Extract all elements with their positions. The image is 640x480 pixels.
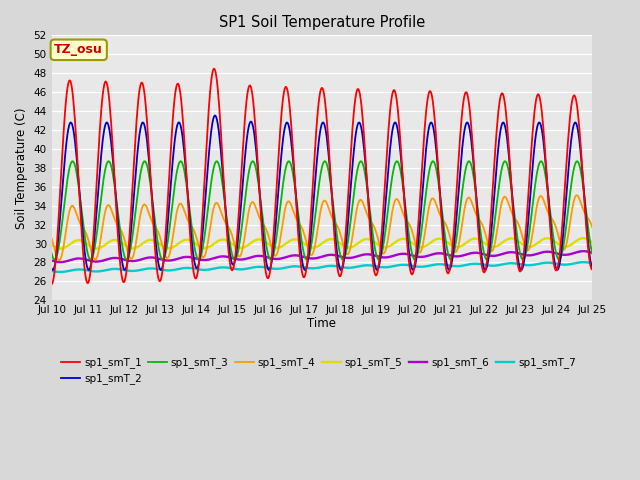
sp1_smT_6 xyxy=(388,253,396,259)
sp1_smT_7 xyxy=(58,269,66,275)
Title: SP1 Soil Temperature Profile: SP1 Soil Temperature Profile xyxy=(219,15,425,30)
Line: sp1_smT_7: sp1_smT_7 xyxy=(52,262,592,272)
Legend: sp1_smT_1, sp1_smT_2, sp1_smT_3, sp1_smT_4, sp1_smT_5, sp1_smT_6, sp1_smT_7: sp1_smT_1, sp1_smT_2, sp1_smT_3, sp1_smT… xyxy=(57,353,580,389)
sp1_smT_2 xyxy=(48,266,56,272)
sp1_smT_1 xyxy=(210,66,218,72)
sp1_smT_7 xyxy=(48,268,56,274)
Line: sp1_smT_3: sp1_smT_3 xyxy=(52,161,592,260)
Line: sp1_smT_4: sp1_smT_4 xyxy=(52,195,592,261)
sp1_smT_6 xyxy=(197,257,205,263)
sp1_smT_4 xyxy=(588,224,596,230)
sp1_smT_3 xyxy=(196,254,204,260)
sp1_smT_3 xyxy=(403,219,411,225)
sp1_smT_1 xyxy=(113,219,121,225)
sp1_smT_1 xyxy=(48,281,56,287)
sp1_smT_1 xyxy=(168,127,176,133)
sp1_smT_3 xyxy=(58,225,65,231)
sp1_smT_7 xyxy=(169,267,177,273)
X-axis label: Time: Time xyxy=(307,316,337,330)
sp1_smT_1 xyxy=(588,267,596,273)
sp1_smT_3 xyxy=(519,257,527,263)
sp1_smT_2 xyxy=(301,267,309,273)
sp1_smT_5 xyxy=(588,240,596,245)
sp1_smT_1 xyxy=(196,242,204,248)
sp1_smT_6 xyxy=(169,257,177,263)
sp1_smT_1 xyxy=(388,92,396,97)
sp1_smT_7 xyxy=(580,259,588,265)
sp1_smT_4 xyxy=(404,219,412,225)
sp1_smT_7 xyxy=(588,260,596,266)
sp1_smT_4 xyxy=(573,192,580,198)
sp1_smT_7 xyxy=(114,266,122,272)
sp1_smT_6 xyxy=(57,259,65,265)
sp1_smT_4 xyxy=(169,235,177,240)
sp1_smT_2 xyxy=(58,197,65,203)
sp1_smT_5 xyxy=(58,246,66,252)
sp1_smT_4 xyxy=(58,251,66,256)
sp1_smT_4 xyxy=(114,223,122,228)
sp1_smT_3 xyxy=(48,251,56,256)
Line: sp1_smT_1: sp1_smT_1 xyxy=(52,69,592,284)
Text: TZ_osu: TZ_osu xyxy=(54,43,103,56)
Line: sp1_smT_6: sp1_smT_6 xyxy=(52,251,592,262)
Line: sp1_smT_2: sp1_smT_2 xyxy=(52,116,592,270)
sp1_smT_2 xyxy=(405,247,413,253)
sp1_smT_5 xyxy=(197,244,205,250)
sp1_smT_3 xyxy=(501,158,509,164)
sp1_smT_1 xyxy=(58,166,65,171)
sp1_smT_2 xyxy=(113,209,121,215)
sp1_smT_5 xyxy=(579,235,587,241)
sp1_smT_2 xyxy=(588,266,596,272)
sp1_smT_6 xyxy=(579,248,587,254)
sp1_smT_2 xyxy=(211,113,219,119)
sp1_smT_4 xyxy=(55,258,63,264)
sp1_smT_4 xyxy=(197,252,205,258)
sp1_smT_7 xyxy=(197,267,205,273)
sp1_smT_5 xyxy=(48,241,56,247)
sp1_smT_7 xyxy=(404,262,412,268)
sp1_smT_6 xyxy=(114,255,122,261)
sp1_smT_6 xyxy=(58,259,66,265)
sp1_smT_3 xyxy=(588,251,596,256)
sp1_smT_5 xyxy=(388,241,396,247)
sp1_smT_6 xyxy=(588,250,596,256)
sp1_smT_5 xyxy=(404,238,412,243)
sp1_smT_6 xyxy=(404,252,412,257)
sp1_smT_3 xyxy=(168,205,176,211)
sp1_smT_4 xyxy=(388,209,396,215)
sp1_smT_5 xyxy=(169,244,177,250)
sp1_smT_5 xyxy=(57,246,65,252)
sp1_smT_7 xyxy=(56,269,64,275)
sp1_smT_2 xyxy=(389,124,397,130)
sp1_smT_4 xyxy=(48,236,56,241)
sp1_smT_5 xyxy=(114,238,122,243)
Y-axis label: Soil Temperature (C): Soil Temperature (C) xyxy=(15,107,28,228)
sp1_smT_3 xyxy=(113,203,121,209)
sp1_smT_6 xyxy=(48,258,56,264)
sp1_smT_2 xyxy=(168,167,176,173)
sp1_smT_7 xyxy=(388,264,396,269)
sp1_smT_3 xyxy=(388,179,396,184)
Line: sp1_smT_5: sp1_smT_5 xyxy=(52,238,592,249)
sp1_smT_2 xyxy=(196,250,204,256)
sp1_smT_1 xyxy=(404,250,412,256)
